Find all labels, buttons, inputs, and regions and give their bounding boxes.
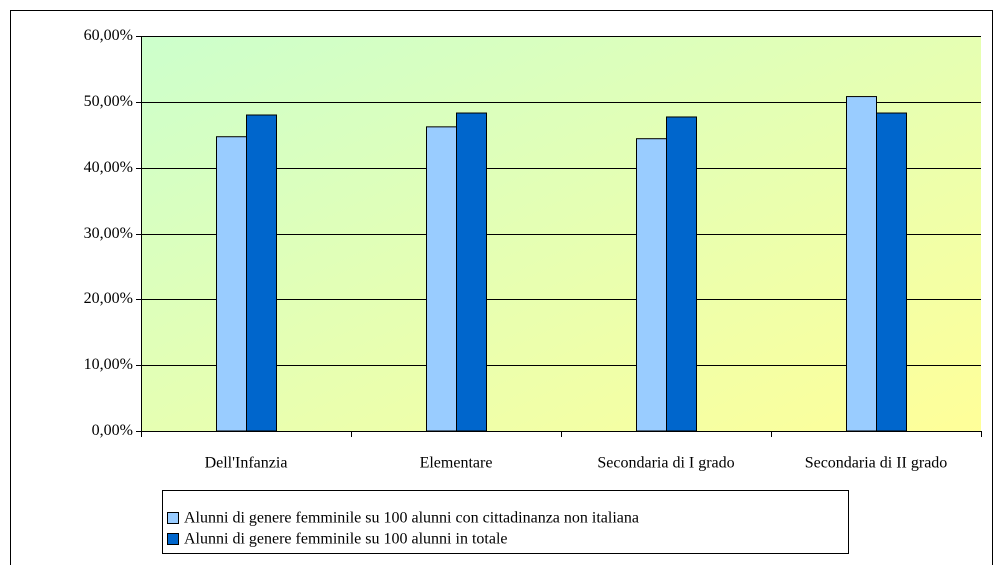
legend: Alunni di genere femminile su 100 alunni…: [162, 490, 849, 554]
chart-frame: [10, 10, 993, 565]
y-tick-label: 0,00%: [92, 422, 133, 439]
bar: [456, 112, 487, 432]
bar: [216, 136, 247, 432]
y-tick-label: 30,00%: [84, 225, 133, 242]
bar: [666, 116, 697, 432]
legend-swatch: [167, 512, 179, 524]
x-tick-label: Secondaria di II grado: [805, 455, 948, 472]
bar: [426, 126, 457, 432]
legend-label: Alunni di genere femminile su 100 alunni…: [184, 510, 639, 527]
bar: [846, 96, 877, 432]
x-tick-label: Dell'Infanzia: [205, 455, 288, 472]
y-tick-label: 20,00%: [84, 290, 133, 307]
y-tick-label: 40,00%: [84, 159, 133, 176]
y-tick-label: 50,00%: [84, 93, 133, 110]
bar: [246, 114, 277, 432]
bar: [636, 138, 667, 432]
legend-swatch: [167, 533, 179, 545]
legend-label: Alunni di genere femminile su 100 alunni…: [184, 531, 507, 548]
y-tick-label: 60,00%: [84, 27, 133, 44]
legend-box: [162, 490, 849, 554]
x-tick-label: Secondaria di I grado: [597, 455, 734, 472]
x-tick-label: Elementare: [420, 455, 493, 472]
bar: [876, 112, 907, 432]
y-tick-label: 10,00%: [84, 356, 133, 373]
